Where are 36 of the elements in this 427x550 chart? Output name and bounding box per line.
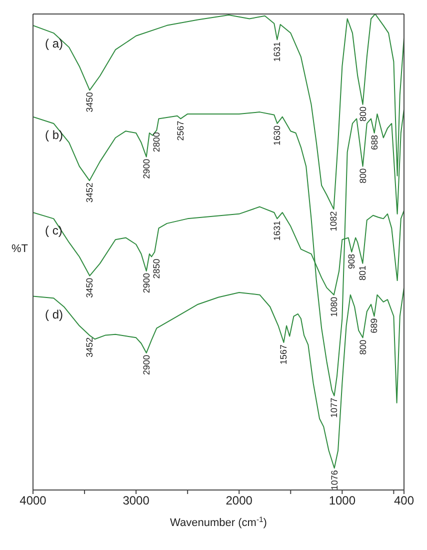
annotation: 1077 (329, 398, 340, 418)
annotation: 2800 (152, 132, 162, 152)
annotation: 2900 (141, 273, 152, 294)
annotation: 3450 (84, 92, 95, 112)
series-label: ( c) (45, 223, 62, 238)
annotation: 800 (358, 168, 368, 184)
annotation: 2900 (141, 158, 152, 179)
series-label: ( b) (45, 128, 64, 142)
series-label: ( d) (45, 307, 64, 322)
annotation: 1630 (272, 125, 282, 146)
annotation: 3452 (84, 182, 94, 203)
x-tick-label: 1000 (328, 494, 356, 508)
annotation: 689 (369, 318, 380, 334)
annotation: 2567 (176, 120, 186, 141)
annotation: 1076 (329, 470, 340, 490)
annotation: 1082 (328, 211, 339, 232)
annotation: 1080 (328, 296, 339, 317)
annotation: 2900 (141, 354, 152, 375)
annotation: 800 (358, 106, 368, 122)
annotation: 1631 (272, 220, 282, 241)
annotation: 3450 (84, 278, 95, 298)
annotation: 3452 (84, 337, 94, 358)
annotation: 800 (358, 340, 368, 355)
x-axis-title: Wavenumber (cm$^{-1}$) (170, 514, 267, 529)
series-label: ( a) (45, 36, 64, 50)
annotation: 801 (358, 265, 368, 280)
y-axis-title: %T (12, 243, 28, 255)
annotation: 688 (369, 135, 380, 150)
annotation: 908 (346, 254, 357, 270)
annotation: 1631 (272, 42, 282, 62)
annotation: 2850 (152, 258, 162, 279)
x-tick-label: 2000 (226, 494, 253, 508)
x-tick-label: 400 (394, 494, 414, 508)
annotation: 1567 (278, 344, 289, 364)
x-tick-label: 3000 (122, 494, 150, 508)
x-tick-label: 4000 (20, 494, 47, 508)
